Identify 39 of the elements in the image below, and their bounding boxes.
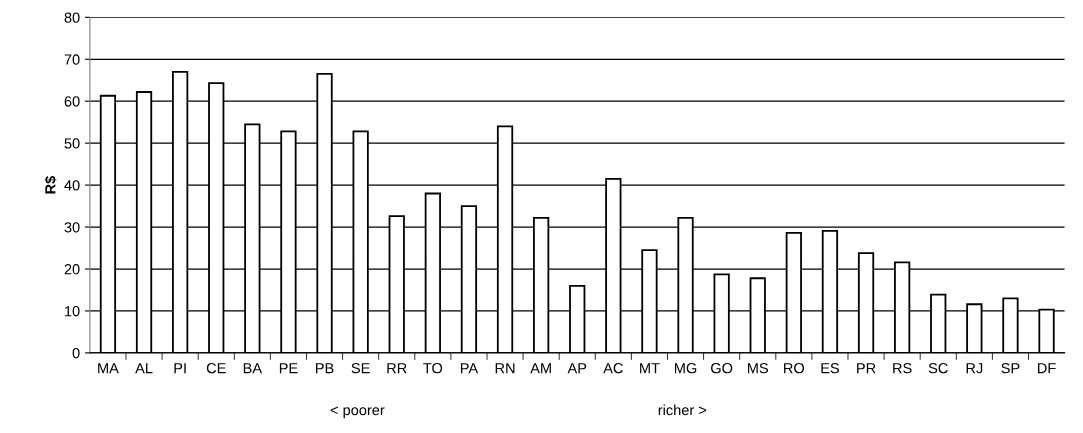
x-tick-label: DF xyxy=(1038,363,1056,374)
x-tick-label: MG xyxy=(674,363,697,374)
x-tick-label: PE xyxy=(279,363,298,374)
x-tick-label: SC xyxy=(928,363,948,374)
x-tick-label: PB xyxy=(316,363,334,374)
x-tick-label: RO xyxy=(784,363,805,374)
x-tick-label: MT xyxy=(640,363,660,374)
y-tick-label: 10 xyxy=(65,306,80,317)
y-tick-label: 40 xyxy=(64,180,80,191)
x-tick-label: AP xyxy=(567,363,587,374)
x-tick-label: RS xyxy=(893,363,912,374)
x-tick-label: SP xyxy=(1001,363,1020,374)
y-tick-label: 30 xyxy=(64,222,80,233)
y-axis-title: R$ xyxy=(44,175,57,194)
y-tick-label: 20 xyxy=(64,264,80,275)
x-tick-label: AC xyxy=(603,363,623,374)
x-tick-label: SE xyxy=(351,363,370,374)
x-tick-label: TO xyxy=(423,363,443,374)
x-tick-label: AL xyxy=(135,363,153,374)
x-tick-label: BA xyxy=(243,363,263,374)
x-tick-label: RR xyxy=(387,363,407,374)
text: < poorer xyxy=(330,406,385,419)
x-tick-label: MA xyxy=(98,363,119,374)
x-tick-label: AM xyxy=(530,363,551,374)
y-tick-label: 50 xyxy=(64,138,80,149)
y-tick-label: 60 xyxy=(64,96,80,107)
x-tick-label: RJ xyxy=(966,363,983,374)
x-tick-label: RN xyxy=(495,363,515,374)
y-tick-label: 0 xyxy=(72,348,80,359)
x-tick-label: PA xyxy=(460,363,479,374)
y-tick-label: 70 xyxy=(64,54,80,65)
x-tick-label: PI xyxy=(174,363,186,374)
x-tick-label: GO xyxy=(711,363,733,374)
x-tick-label: PR xyxy=(857,363,876,374)
x-tick-label: MS xyxy=(748,363,769,374)
y-tick-label: 80 xyxy=(64,12,80,23)
text: richer > xyxy=(658,404,707,416)
x-tick-label: CE xyxy=(206,363,226,374)
x-tick-label: ES xyxy=(821,363,839,374)
